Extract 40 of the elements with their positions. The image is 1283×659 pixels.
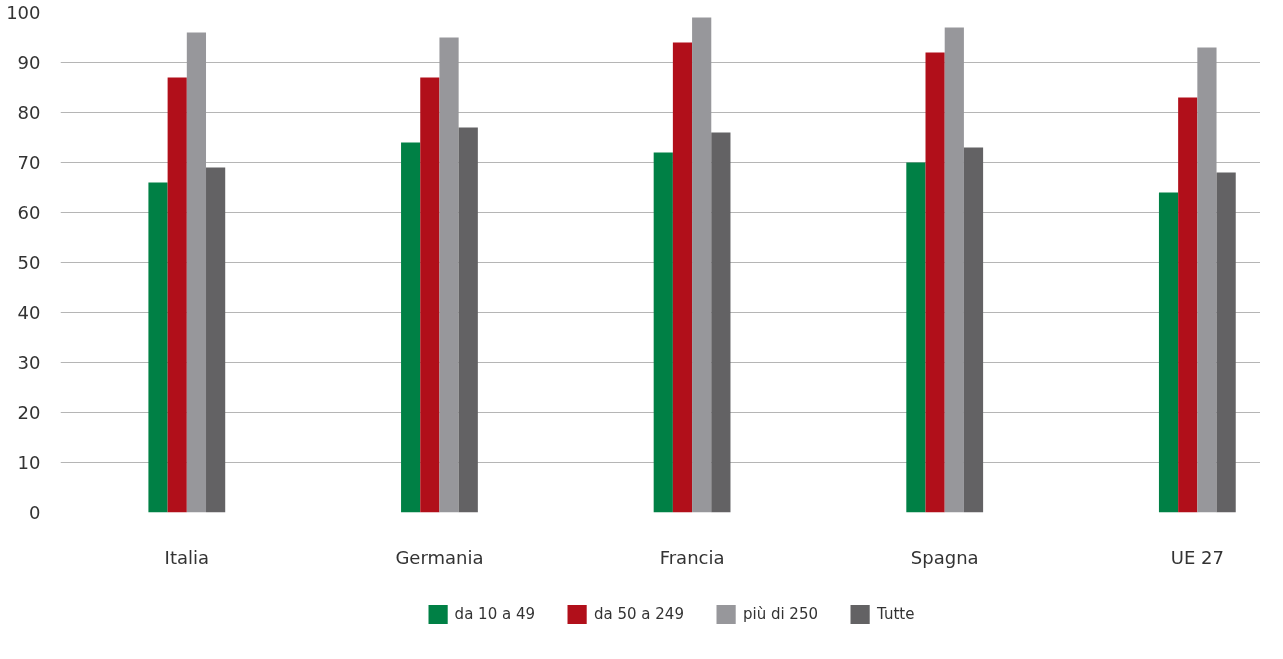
- bar: [420, 77, 440, 513]
- y-tick-label: 20: [17, 402, 41, 423]
- x-tick-label: Italia: [164, 546, 210, 568]
- x-tick-label: Spagna: [910, 546, 979, 568]
- y-tick-label: 50: [17, 252, 41, 273]
- legend-label: più di 250: [742, 605, 818, 623]
- y-tick-label: 40: [17, 302, 41, 323]
- bar: [692, 17, 712, 513]
- bar: [711, 132, 731, 513]
- bar: [401, 142, 421, 513]
- y-tick-label: 0: [29, 502, 41, 523]
- y-tick-label: 100: [6, 2, 41, 23]
- bar: [1197, 47, 1217, 513]
- y-tick-label: 10: [17, 452, 41, 473]
- x-tick-label: Germania: [395, 546, 484, 568]
- legend-label: Tutte: [877, 605, 915, 623]
- bar: [653, 152, 673, 513]
- bar: [1158, 192, 1179, 513]
- bar: [167, 77, 187, 513]
- bar: [1178, 97, 1198, 513]
- bar: [906, 162, 926, 513]
- bar: [206, 167, 226, 513]
- bar: [186, 32, 207, 513]
- y-tick-label: 60: [17, 202, 41, 223]
- y-tick-label: 90: [17, 52, 41, 73]
- bar: [925, 52, 945, 513]
- bar: [1216, 172, 1236, 513]
- x-tick-label: Francia: [659, 546, 725, 568]
- bar: [944, 27, 964, 513]
- y-tick-label: 70: [17, 152, 41, 173]
- legend-label: da 10 a 49: [454, 605, 535, 623]
- x-tick-label: UE 27: [1170, 546, 1224, 568]
- y-tick-label: 30: [17, 352, 41, 373]
- bar: [672, 42, 693, 513]
- bar: [963, 147, 984, 513]
- legend-label: da 50 a 249: [594, 605, 684, 623]
- bar: [148, 182, 168, 513]
- y-tick-label: 80: [17, 102, 41, 123]
- bar: [439, 37, 459, 513]
- bar: [458, 127, 478, 513]
